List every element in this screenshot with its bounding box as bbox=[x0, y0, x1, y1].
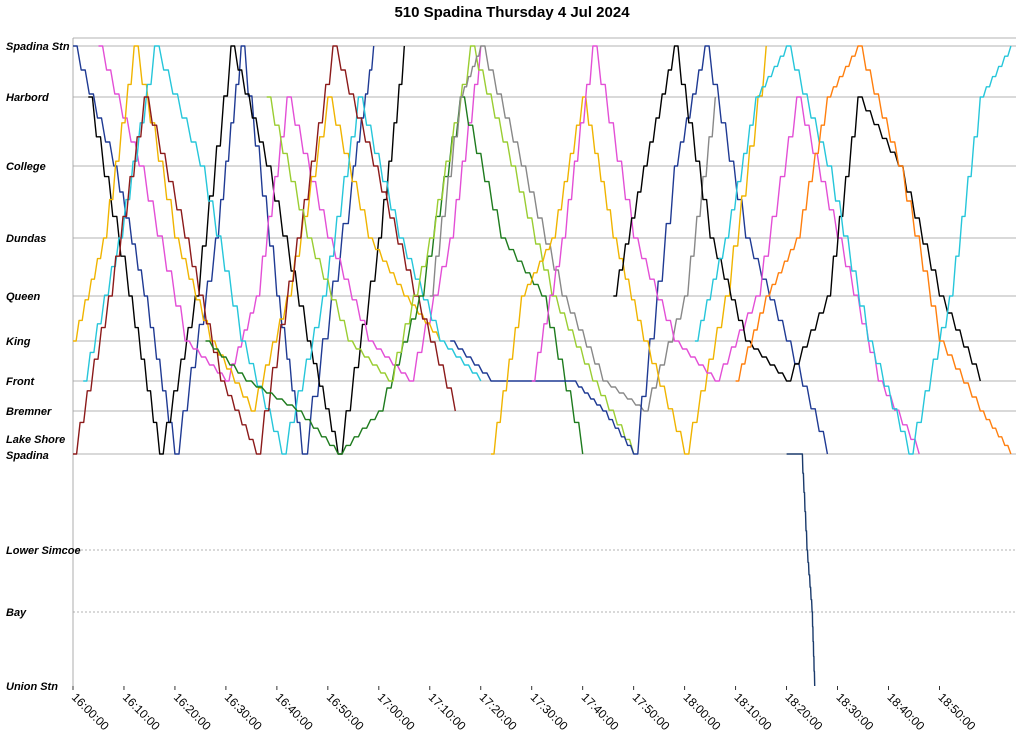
x-tick-label: 18:40:00 bbox=[884, 690, 927, 733]
series-layer bbox=[73, 45, 1012, 687]
x-tick-label: 17:00:00 bbox=[375, 690, 418, 733]
trip-line bbox=[88, 45, 405, 455]
trip-line bbox=[531, 45, 920, 455]
chart-title: 510 Spadina Thursday 4 Jul 2024 bbox=[394, 4, 630, 21]
x-tick-label: 17:40:00 bbox=[579, 690, 622, 733]
tick-label-layer: 16:00:00 16:10:00 16:20:00 16:30:00 16:40:00… bbox=[69, 686, 979, 733]
stop-label: Bay bbox=[6, 607, 27, 619]
stop-label: Queen bbox=[6, 291, 41, 303]
trip-line bbox=[429, 45, 716, 412]
stop-label: Front bbox=[6, 376, 35, 388]
x-tick-label: 16:40:00 bbox=[273, 690, 316, 733]
x-tick-label: 16:50:00 bbox=[324, 690, 367, 733]
trip-line bbox=[205, 96, 584, 455]
stop-label-layer: Spadina Stn Harbord College Dundas Queen King… bbox=[6, 41, 81, 693]
x-tick-label: 18:20:00 bbox=[783, 690, 826, 733]
trip-line bbox=[491, 45, 767, 455]
x-tick-label: 17:20:00 bbox=[477, 690, 520, 733]
trip-line bbox=[694, 45, 1012, 455]
x-tick-label: 17:30:00 bbox=[528, 690, 571, 733]
x-tick-label: 17:10:00 bbox=[426, 690, 469, 733]
trip-line bbox=[786, 453, 816, 687]
stop-label: Union Stn bbox=[6, 681, 58, 693]
x-tick-label: 16:30:00 bbox=[222, 690, 265, 733]
trip-line bbox=[450, 45, 829, 455]
stop-label: King bbox=[6, 336, 31, 348]
trip-line bbox=[73, 45, 441, 412]
grid-layer bbox=[72, 37, 1016, 686]
trip-line bbox=[613, 45, 981, 382]
stop-label: Bremner bbox=[6, 406, 52, 418]
stop-label: Dundas bbox=[6, 233, 46, 245]
trip-line bbox=[73, 45, 375, 455]
stop-label: Lake Shore bbox=[6, 434, 65, 446]
x-tick-label: 17:50:00 bbox=[630, 690, 673, 733]
x-tick-label: 18:00:00 bbox=[681, 690, 724, 733]
trip-line bbox=[98, 45, 482, 382]
trip-line bbox=[266, 45, 635, 455]
stop-label: Lower Simcoe bbox=[6, 545, 81, 557]
trip-line bbox=[735, 45, 1012, 455]
x-tick-label: 16:00:00 bbox=[69, 690, 112, 733]
trip-line bbox=[73, 45, 456, 455]
stop-label: Spadina Stn bbox=[6, 41, 70, 53]
x-tick-label: 18:10:00 bbox=[732, 690, 775, 733]
stop-label: Harbord bbox=[6, 92, 49, 104]
x-tick-label: 16:20:00 bbox=[171, 690, 214, 733]
x-tick-label: 16:10:00 bbox=[120, 690, 163, 733]
stop-label: Spadina bbox=[6, 450, 49, 462]
stop-label: College bbox=[6, 161, 46, 173]
x-tick-label: 18:50:00 bbox=[935, 690, 978, 733]
x-tick-label: 18:30:00 bbox=[833, 690, 876, 733]
